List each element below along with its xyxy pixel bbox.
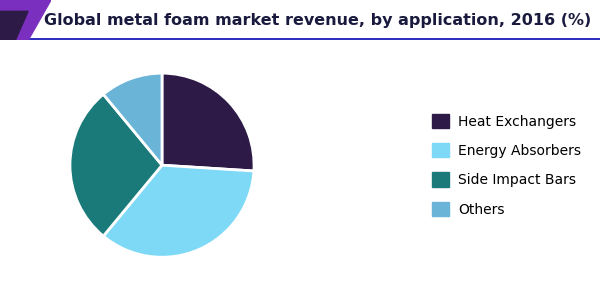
Wedge shape bbox=[70, 94, 162, 236]
Legend: Heat Exchangers, Energy Absorbers, Side Impact Bars, Others: Heat Exchangers, Energy Absorbers, Side … bbox=[427, 108, 587, 222]
Wedge shape bbox=[103, 165, 254, 257]
Wedge shape bbox=[103, 73, 162, 165]
Polygon shape bbox=[0, 11, 28, 40]
Text: Global metal foam market revenue, by application, 2016 (%): Global metal foam market revenue, by app… bbox=[44, 13, 592, 28]
Polygon shape bbox=[0, 0, 51, 40]
Wedge shape bbox=[162, 73, 254, 171]
